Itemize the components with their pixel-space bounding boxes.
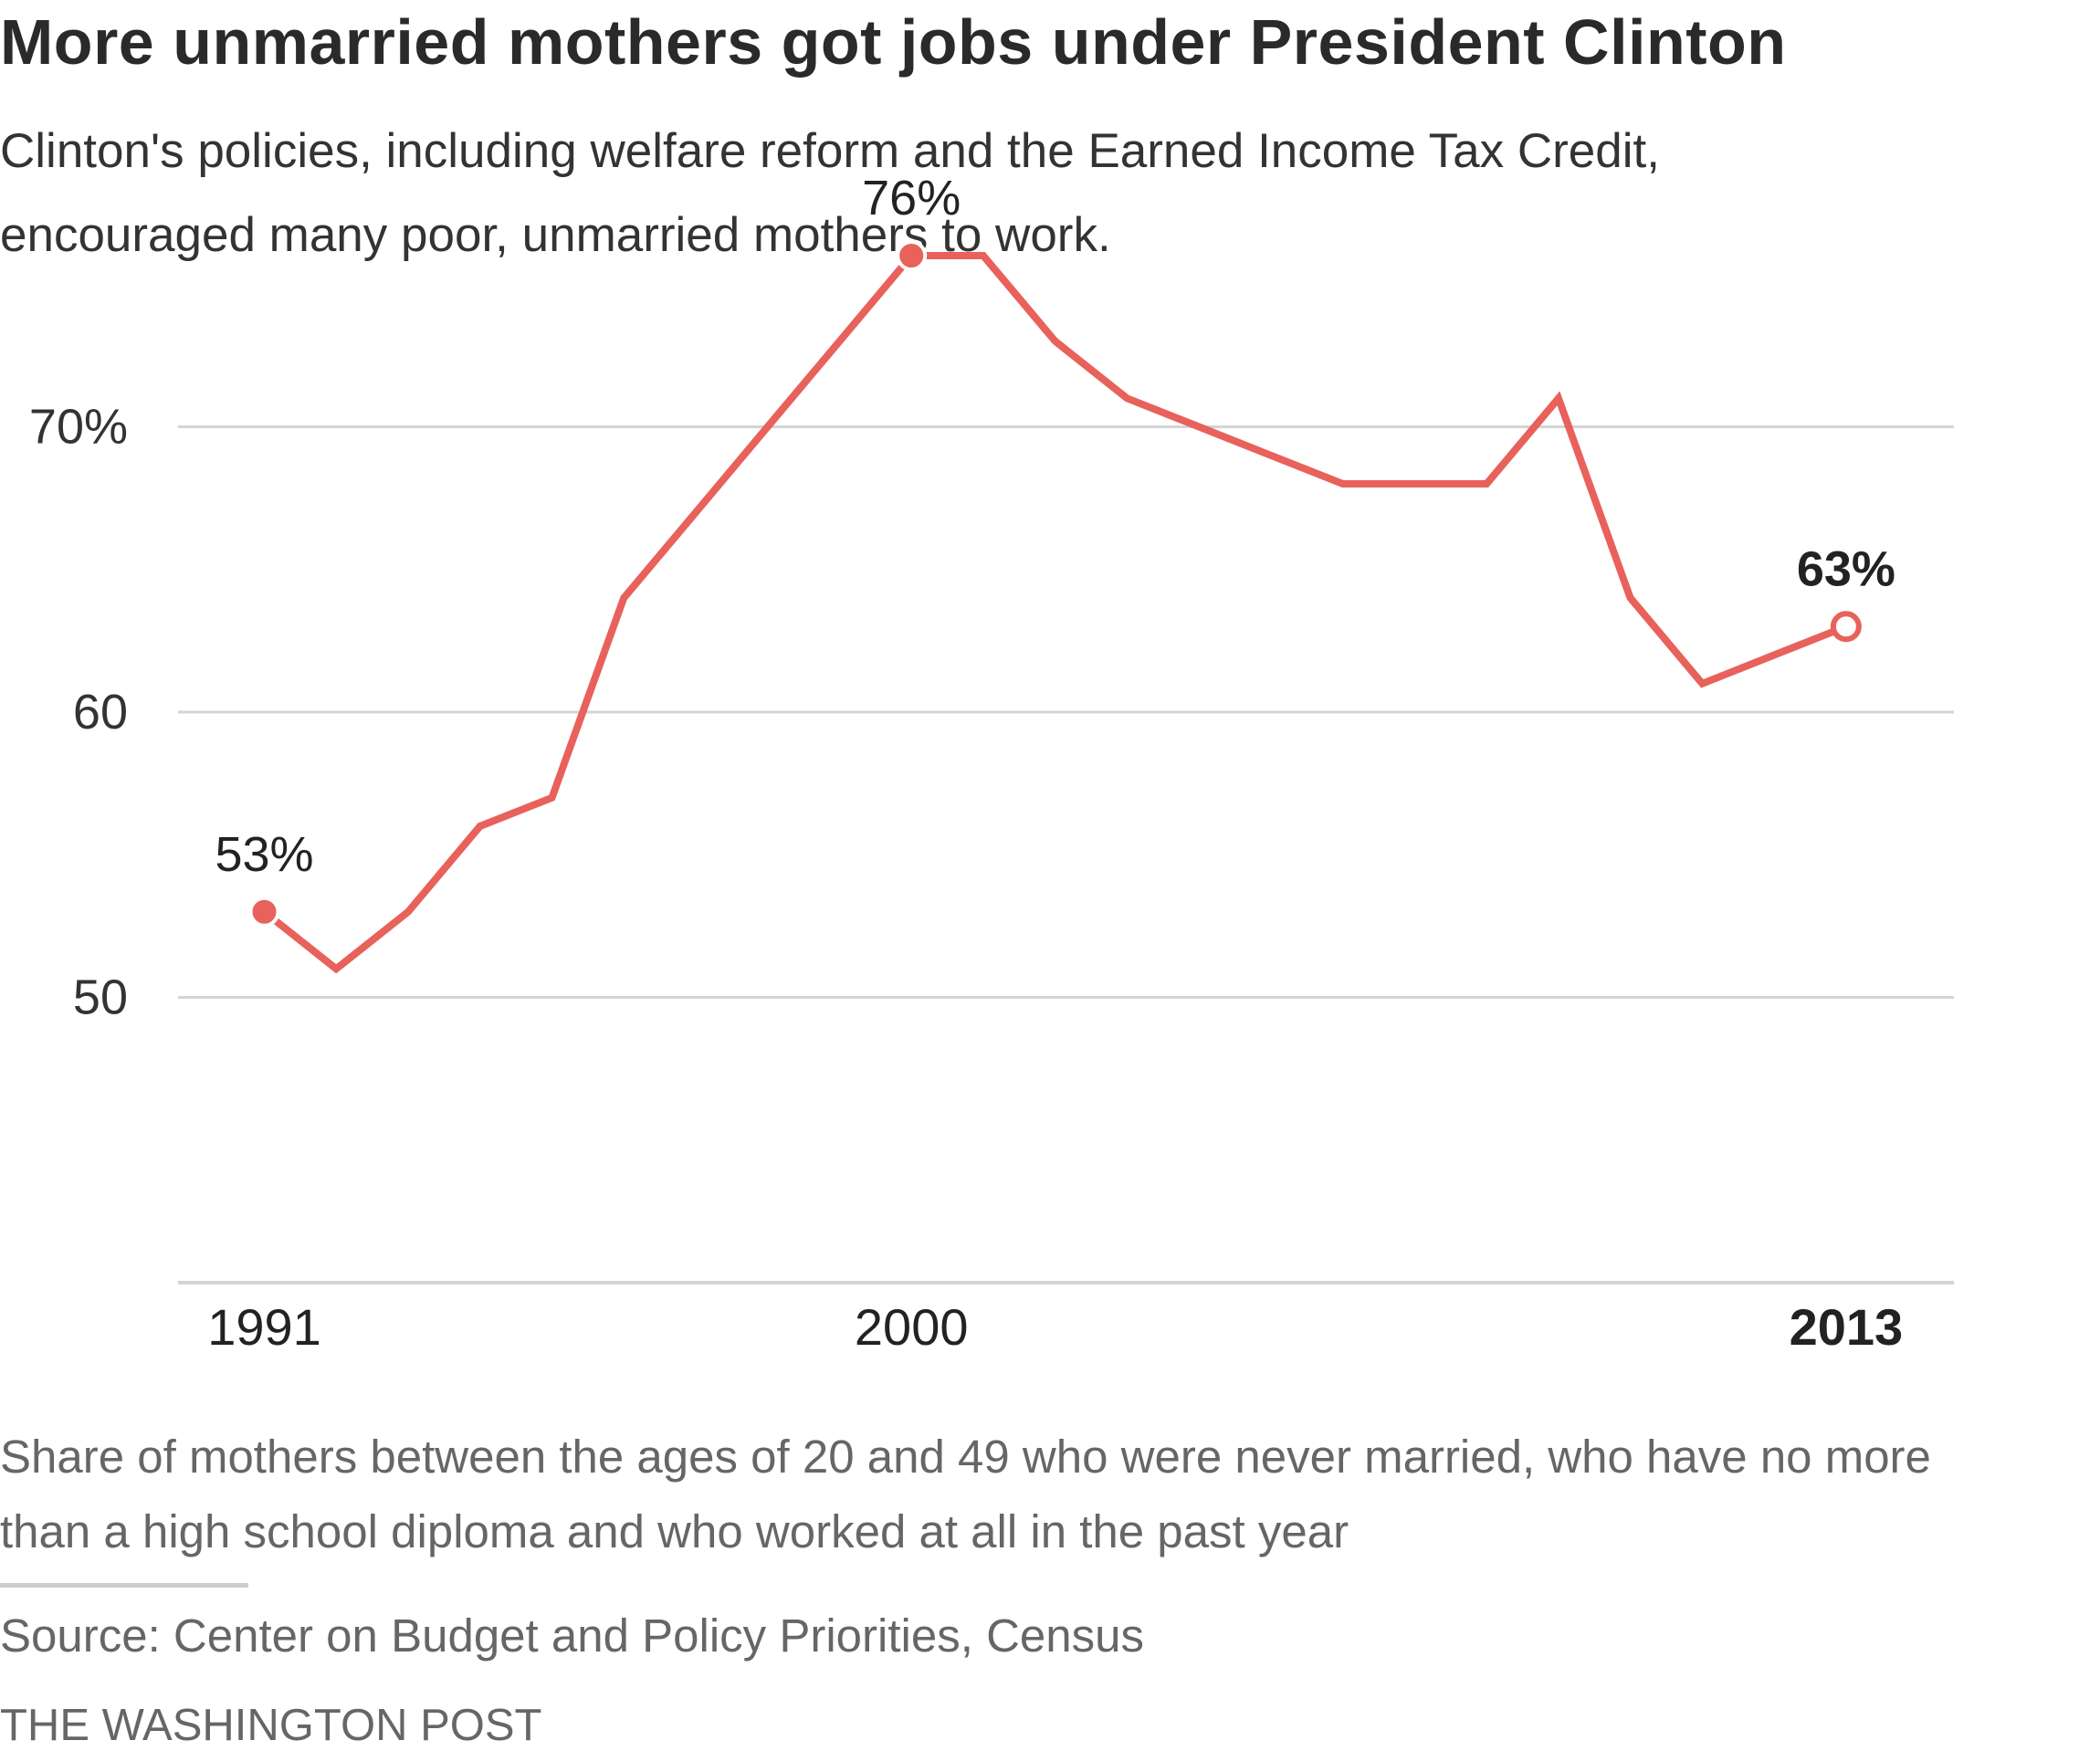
y-tick-label-70: 70% <box>29 400 128 455</box>
y-tick-label-50: 50 <box>73 970 128 1025</box>
x-tick-label-2013: 2013 <box>1790 1298 1904 1356</box>
x-tick-label-1991: 1991 <box>207 1298 321 1356</box>
series-line <box>262 252 1848 974</box>
data-label-2000: 76% <box>862 171 961 225</box>
point-marker-2013 <box>1830 611 1862 643</box>
point-marker-2000 <box>896 240 928 271</box>
data-label-2013: 63% <box>1797 541 1895 596</box>
note-line-1: Share of mothers between the ages of 20 … <box>0 1431 1931 1483</box>
publisher-credit: THE WASHINGTON POST <box>0 1701 542 1750</box>
chart-note: Share of mothers between the ages of 20 … <box>0 1420 2091 1569</box>
x-tick-label-2000: 2000 <box>855 1298 969 1356</box>
source-note: Source: Center on Budget and Policy Prio… <box>0 1609 1144 1662</box>
data-label-1991: 53% <box>215 827 313 882</box>
subtitle-line-1: Clinton's policies, including welfare re… <box>0 124 1660 178</box>
footer-divider <box>0 1583 248 1588</box>
point-marker-1991 <box>248 896 280 928</box>
note-line-2: than a high school diploma and who worke… <box>0 1505 1349 1557</box>
line-chart: 50 60 70% 1991 2000 2013 53% 76% 63% <box>29 171 1954 1356</box>
chart-title: More unmarried mothers got jobs under Pr… <box>0 6 1787 78</box>
y-tick-label-60: 60 <box>73 685 128 739</box>
